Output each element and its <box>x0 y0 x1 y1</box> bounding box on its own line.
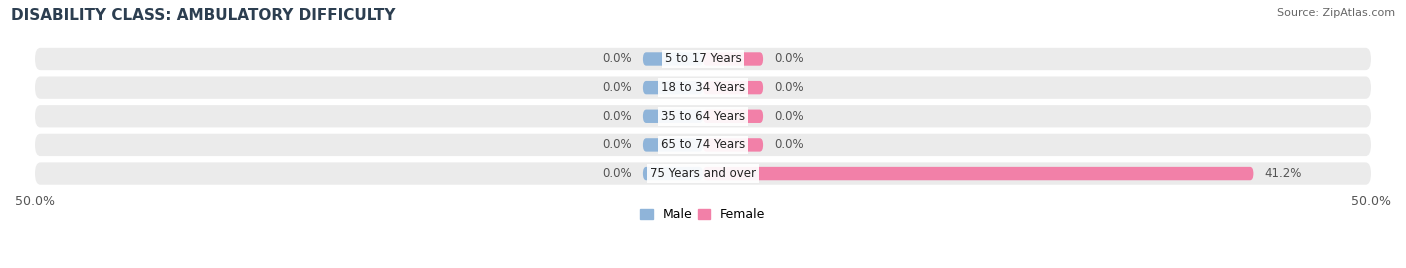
FancyBboxPatch shape <box>35 48 1371 70</box>
FancyBboxPatch shape <box>643 110 703 123</box>
Text: 0.0%: 0.0% <box>603 167 633 180</box>
Text: 35 to 64 Years: 35 to 64 Years <box>661 110 745 123</box>
Text: 0.0%: 0.0% <box>773 53 803 65</box>
FancyBboxPatch shape <box>643 167 703 180</box>
FancyBboxPatch shape <box>35 76 1371 99</box>
FancyBboxPatch shape <box>703 138 763 152</box>
Text: 0.0%: 0.0% <box>603 110 633 123</box>
Text: 0.0%: 0.0% <box>773 138 803 151</box>
Text: 0.0%: 0.0% <box>603 138 633 151</box>
Text: 41.2%: 41.2% <box>1264 167 1302 180</box>
Text: 0.0%: 0.0% <box>773 110 803 123</box>
Text: 0.0%: 0.0% <box>773 81 803 94</box>
Text: 18 to 34 Years: 18 to 34 Years <box>661 81 745 94</box>
Text: Source: ZipAtlas.com: Source: ZipAtlas.com <box>1277 8 1395 18</box>
FancyBboxPatch shape <box>35 134 1371 156</box>
Text: 0.0%: 0.0% <box>603 53 633 65</box>
Text: 65 to 74 Years: 65 to 74 Years <box>661 138 745 151</box>
FancyBboxPatch shape <box>643 138 703 152</box>
FancyBboxPatch shape <box>643 81 703 94</box>
FancyBboxPatch shape <box>643 52 703 66</box>
FancyBboxPatch shape <box>703 110 763 123</box>
Text: 5 to 17 Years: 5 to 17 Years <box>665 53 741 65</box>
FancyBboxPatch shape <box>703 81 763 94</box>
FancyBboxPatch shape <box>703 52 763 66</box>
Text: 0.0%: 0.0% <box>603 81 633 94</box>
Text: 75 Years and over: 75 Years and over <box>650 167 756 180</box>
FancyBboxPatch shape <box>703 167 1253 180</box>
FancyBboxPatch shape <box>35 105 1371 128</box>
Legend: Male, Female: Male, Female <box>636 203 770 226</box>
FancyBboxPatch shape <box>35 162 1371 185</box>
Text: DISABILITY CLASS: AMBULATORY DIFFICULTY: DISABILITY CLASS: AMBULATORY DIFFICULTY <box>11 8 395 23</box>
